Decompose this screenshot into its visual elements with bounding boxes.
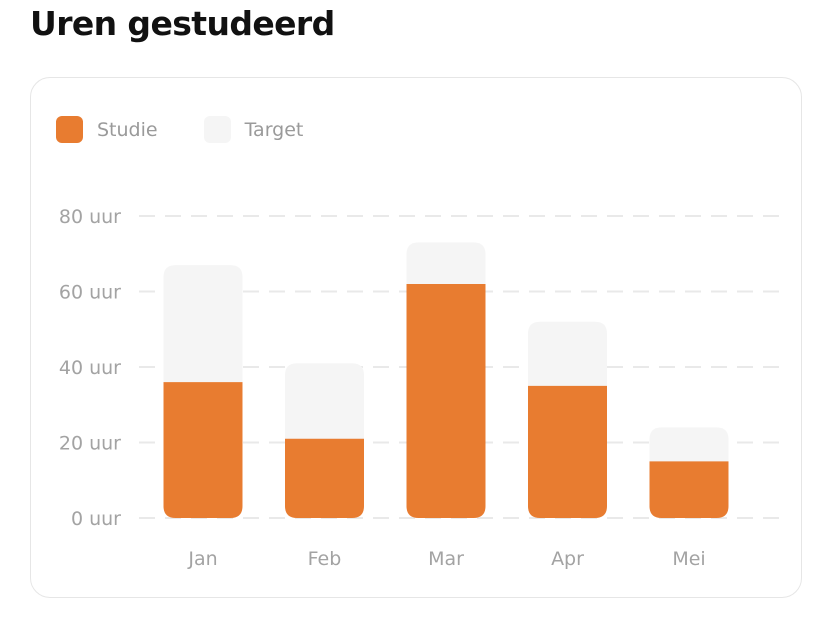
y-tick-label: 20 uur <box>59 433 121 455</box>
legend-item-studie[interactable]: Studie <box>56 116 158 143</box>
x-category-label: Apr <box>551 548 584 570</box>
x-category-label: Mei <box>672 548 705 570</box>
legend-item-target[interactable]: Target <box>203 116 304 143</box>
y-tick-label: 80 uur <box>59 206 121 228</box>
legend-swatch-target <box>203 116 231 143</box>
y-tick-label: 40 uur <box>59 357 121 379</box>
y-tick-label: 0 uur <box>71 508 121 530</box>
page-title: Uren gestudeerd <box>30 4 335 43</box>
x-category-label: Jan <box>187 548 217 570</box>
legend-swatch-studie <box>56 116 83 143</box>
legend-label-studie: Studie <box>97 118 158 141</box>
bar-studie-apr[interactable] <box>528 385 607 518</box>
legend-label-target: Target <box>244 118 304 141</box>
bars <box>163 242 729 519</box>
chart-legend: Studie Target <box>56 116 349 143</box>
bar-studie-jan[interactable] <box>163 382 243 518</box>
x-axis-category-labels: Jan Feb Mar Apr Mei <box>187 548 705 570</box>
y-axis-tick-labels: 0 uur 20 uur 40 uur 60 uur 80 uur <box>59 206 121 530</box>
chart-card: Studie Target 0 uur 20 uur 40 uur 60 uur 80 … <box>30 77 802 598</box>
bar-chart: 0 uur 20 uur 40 uur 60 uur 80 uur Jan Feb Mar A… <box>59 206 779 570</box>
bar-studie-mar[interactable] <box>406 283 486 518</box>
x-category-label: Feb <box>308 548 342 570</box>
y-tick-label: 60 uur <box>59 282 121 304</box>
bar-studie-mei[interactable] <box>649 461 729 518</box>
x-category-label: Mar <box>428 548 464 570</box>
bar-studie-feb[interactable] <box>285 438 364 518</box>
